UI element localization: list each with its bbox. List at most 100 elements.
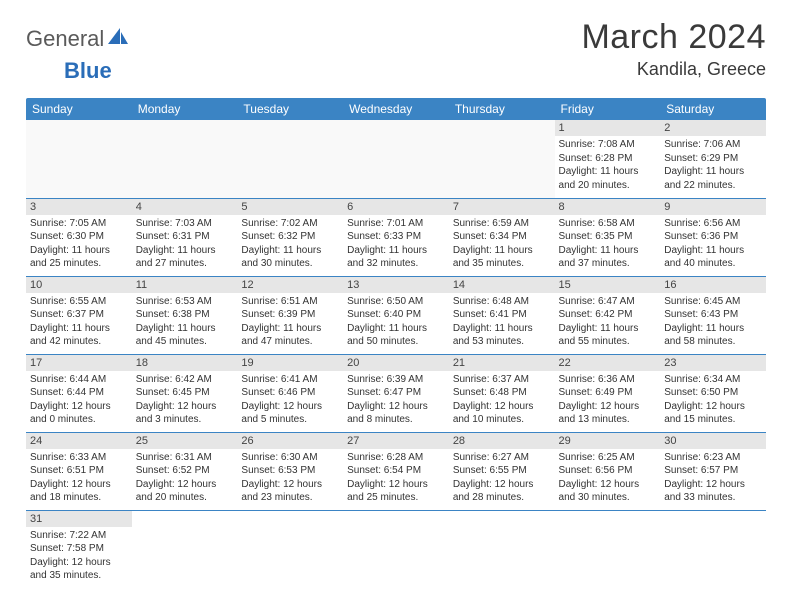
calendar-row: 3Sunrise: 7:05 AMSunset: 6:30 PMDaylight… — [26, 198, 766, 276]
calendar-row: 31Sunrise: 7:22 AMSunset: 7:58 PMDayligh… — [26, 510, 766, 588]
calendar-cell: 20Sunrise: 6:39 AMSunset: 6:47 PMDayligh… — [343, 354, 449, 432]
sunrise-text: Sunrise: 6:31 AM — [136, 451, 234, 465]
daylight-text: Daylight: 11 hours and 40 minutes. — [664, 244, 762, 271]
sunrise-text: Sunrise: 6:56 AM — [664, 217, 762, 231]
day-details: Sunrise: 6:53 AMSunset: 6:38 PMDaylight:… — [132, 293, 238, 351]
calendar-cell: 27Sunrise: 6:28 AMSunset: 6:54 PMDayligh… — [343, 432, 449, 510]
weekday-header: Tuesday — [237, 98, 343, 120]
sunrise-text: Sunrise: 7:02 AM — [241, 217, 339, 231]
weekday-header: Friday — [555, 98, 661, 120]
calendar-cell: 2Sunrise: 7:06 AMSunset: 6:29 PMDaylight… — [660, 120, 766, 198]
daylight-text: Daylight: 12 hours and 35 minutes. — [30, 556, 128, 583]
daylight-text: Daylight: 11 hours and 25 minutes. — [30, 244, 128, 271]
day-details: Sunrise: 6:51 AMSunset: 6:39 PMDaylight:… — [237, 293, 343, 351]
sunrise-text: Sunrise: 6:51 AM — [241, 295, 339, 309]
sunset-text: Sunset: 6:30 PM — [30, 230, 128, 244]
day-details: Sunrise: 6:55 AMSunset: 6:37 PMDaylight:… — [26, 293, 132, 351]
calendar-row: 24Sunrise: 6:33 AMSunset: 6:51 PMDayligh… — [26, 432, 766, 510]
day-number: 31 — [26, 511, 132, 527]
calendar-cell — [237, 120, 343, 198]
sunrise-text: Sunrise: 6:48 AM — [453, 295, 551, 309]
sunset-text: Sunset: 6:55 PM — [453, 464, 551, 478]
calendar-body: 1Sunrise: 7:08 AMSunset: 6:28 PMDaylight… — [26, 120, 766, 588]
day-number: 2 — [660, 120, 766, 136]
day-details: Sunrise: 6:37 AMSunset: 6:48 PMDaylight:… — [449, 371, 555, 429]
daylight-text: Daylight: 11 hours and 22 minutes. — [664, 165, 762, 192]
calendar-cell: 18Sunrise: 6:42 AMSunset: 6:45 PMDayligh… — [132, 354, 238, 432]
sunset-text: Sunset: 6:51 PM — [30, 464, 128, 478]
calendar-cell — [26, 120, 132, 198]
daylight-text: Daylight: 12 hours and 3 minutes. — [136, 400, 234, 427]
daylight-text: Daylight: 11 hours and 50 minutes. — [347, 322, 445, 349]
day-details: Sunrise: 6:41 AMSunset: 6:46 PMDaylight:… — [237, 371, 343, 429]
sunrise-text: Sunrise: 6:58 AM — [559, 217, 657, 231]
day-details: Sunrise: 7:02 AMSunset: 6:32 PMDaylight:… — [237, 215, 343, 273]
calendar-cell: 13Sunrise: 6:50 AMSunset: 6:40 PMDayligh… — [343, 276, 449, 354]
day-number: 28 — [449, 433, 555, 449]
sunset-text: Sunset: 6:54 PM — [347, 464, 445, 478]
calendar-cell — [449, 510, 555, 588]
sunset-text: Sunset: 7:58 PM — [30, 542, 128, 556]
day-details: Sunrise: 6:34 AMSunset: 6:50 PMDaylight:… — [660, 371, 766, 429]
calendar-cell: 17Sunrise: 6:44 AMSunset: 6:44 PMDayligh… — [26, 354, 132, 432]
sunset-text: Sunset: 6:32 PM — [241, 230, 339, 244]
weekday-header: Monday — [132, 98, 238, 120]
sunset-text: Sunset: 6:42 PM — [559, 308, 657, 322]
day-number: 9 — [660, 199, 766, 215]
calendar-cell: 26Sunrise: 6:30 AMSunset: 6:53 PMDayligh… — [237, 432, 343, 510]
daylight-text: Daylight: 12 hours and 30 minutes. — [559, 478, 657, 505]
day-number: 3 — [26, 199, 132, 215]
calendar-row: 1Sunrise: 7:08 AMSunset: 6:28 PMDaylight… — [26, 120, 766, 198]
day-details: Sunrise: 7:01 AMSunset: 6:33 PMDaylight:… — [343, 215, 449, 273]
calendar-cell: 6Sunrise: 7:01 AMSunset: 6:33 PMDaylight… — [343, 198, 449, 276]
calendar-cell: 10Sunrise: 6:55 AMSunset: 6:37 PMDayligh… — [26, 276, 132, 354]
day-details: Sunrise: 6:31 AMSunset: 6:52 PMDaylight:… — [132, 449, 238, 507]
sunrise-text: Sunrise: 6:28 AM — [347, 451, 445, 465]
daylight-text: Daylight: 12 hours and 8 minutes. — [347, 400, 445, 427]
day-details: Sunrise: 6:33 AMSunset: 6:51 PMDaylight:… — [26, 449, 132, 507]
sunset-text: Sunset: 6:36 PM — [664, 230, 762, 244]
month-title: March 2024 — [581, 18, 766, 57]
day-details: Sunrise: 7:05 AMSunset: 6:30 PMDaylight:… — [26, 215, 132, 273]
day-number: 26 — [237, 433, 343, 449]
day-number: 20 — [343, 355, 449, 371]
calendar-cell: 19Sunrise: 6:41 AMSunset: 6:46 PMDayligh… — [237, 354, 343, 432]
weekday-header: Thursday — [449, 98, 555, 120]
sunset-text: Sunset: 6:50 PM — [664, 386, 762, 400]
daylight-text: Daylight: 11 hours and 35 minutes. — [453, 244, 551, 271]
sunset-text: Sunset: 6:48 PM — [453, 386, 551, 400]
calendar-cell — [449, 120, 555, 198]
day-number: 21 — [449, 355, 555, 371]
sunrise-text: Sunrise: 7:01 AM — [347, 217, 445, 231]
day-number: 7 — [449, 199, 555, 215]
day-number: 27 — [343, 433, 449, 449]
daylight-text: Daylight: 12 hours and 5 minutes. — [241, 400, 339, 427]
day-number: 19 — [237, 355, 343, 371]
day-number: 14 — [449, 277, 555, 293]
sunrise-text: Sunrise: 6:45 AM — [664, 295, 762, 309]
daylight-text: Daylight: 11 hours and 58 minutes. — [664, 322, 762, 349]
day-details: Sunrise: 6:30 AMSunset: 6:53 PMDaylight:… — [237, 449, 343, 507]
weekday-header-row: Sunday Monday Tuesday Wednesday Thursday… — [26, 98, 766, 120]
calendar-table: Sunday Monday Tuesday Wednesday Thursday… — [26, 98, 766, 588]
sunset-text: Sunset: 6:45 PM — [136, 386, 234, 400]
daylight-text: Daylight: 11 hours and 30 minutes. — [241, 244, 339, 271]
day-details: Sunrise: 6:59 AMSunset: 6:34 PMDaylight:… — [449, 215, 555, 273]
sunset-text: Sunset: 6:34 PM — [453, 230, 551, 244]
sunrise-text: Sunrise: 7:06 AM — [664, 138, 762, 152]
sunrise-text: Sunrise: 6:55 AM — [30, 295, 128, 309]
daylight-text: Daylight: 12 hours and 18 minutes. — [30, 478, 128, 505]
day-details: Sunrise: 7:06 AMSunset: 6:29 PMDaylight:… — [660, 136, 766, 194]
daylight-text: Daylight: 12 hours and 0 minutes. — [30, 400, 128, 427]
sunset-text: Sunset: 6:49 PM — [559, 386, 657, 400]
day-number: 17 — [26, 355, 132, 371]
day-details: Sunrise: 6:27 AMSunset: 6:55 PMDaylight:… — [449, 449, 555, 507]
day-details: Sunrise: 6:42 AMSunset: 6:45 PMDaylight:… — [132, 371, 238, 429]
calendar-cell: 11Sunrise: 6:53 AMSunset: 6:38 PMDayligh… — [132, 276, 238, 354]
calendar-cell — [555, 510, 661, 588]
sunrise-text: Sunrise: 6:30 AM — [241, 451, 339, 465]
calendar-cell: 22Sunrise: 6:36 AMSunset: 6:49 PMDayligh… — [555, 354, 661, 432]
sunset-text: Sunset: 6:53 PM — [241, 464, 339, 478]
sunrise-text: Sunrise: 6:59 AM — [453, 217, 551, 231]
calendar-cell: 16Sunrise: 6:45 AMSunset: 6:43 PMDayligh… — [660, 276, 766, 354]
